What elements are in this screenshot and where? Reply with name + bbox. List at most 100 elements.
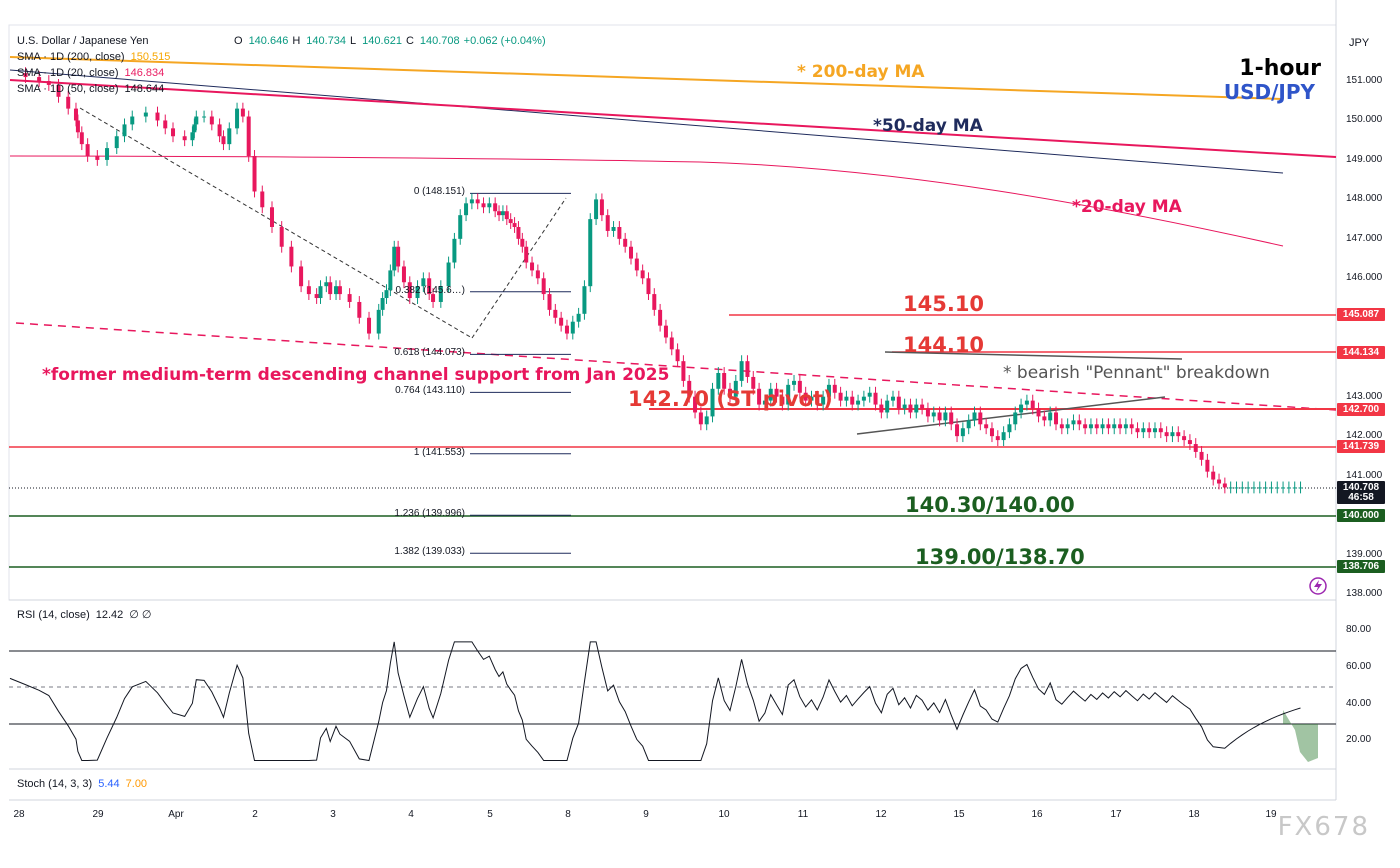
candle-body: [240, 108, 245, 117]
candle-body: [1240, 487, 1245, 489]
candle-body: [334, 286, 339, 295]
price-badge: 138.706: [1337, 560, 1385, 574]
ma-trend-line: [9, 79, 1337, 158]
candle-body: [235, 108, 240, 129]
currency-label[interactable]: JPY: [1349, 37, 1370, 49]
candle-body: [508, 219, 513, 224]
rsi-legend: RSI (14, close) 12.42 ∅ ∅: [17, 608, 158, 621]
candle-body: [1001, 432, 1006, 441]
candle-body: [1112, 424, 1117, 429]
price-badge: 141.739: [1337, 440, 1385, 454]
price-badge: 46:58: [1337, 491, 1385, 505]
candle-body: [727, 388, 732, 397]
candle-body: [493, 203, 498, 212]
candle-body: [1077, 420, 1082, 425]
candle-body: [246, 116, 251, 156]
candle-body: [427, 278, 432, 295]
rsi-line: [9, 641, 1301, 762]
candle-body: [401, 266, 406, 283]
candle-body: [469, 199, 474, 204]
high-value: 140.734: [306, 35, 347, 47]
price-tick: 142.000: [1346, 430, 1383, 442]
candle-body: [1182, 436, 1187, 441]
symbol-legend: U.S. Dollar / Japanese Yen: [17, 35, 154, 47]
candle-body: [1286, 487, 1291, 489]
candle-body: [438, 286, 443, 302]
candle-body: [1246, 487, 1251, 489]
fib-label: 0.618 (144.073): [394, 347, 465, 359]
candle-body: [617, 227, 622, 239]
candle-body: [289, 246, 294, 267]
candle-body: [1158, 428, 1163, 433]
high-label: H: [292, 35, 301, 47]
pennant-upper: [884, 351, 1183, 360]
candle-body: [1205, 459, 1210, 472]
candle-body: [762, 400, 767, 405]
candle-body: [504, 211, 509, 220]
close-label: C: [405, 35, 414, 47]
symbol-name: U.S. Dollar / Japanese Yen: [17, 35, 149, 47]
time-tick: 10: [718, 809, 730, 820]
candle-body: [774, 388, 779, 397]
time-tick: 16: [1031, 809, 1043, 820]
fib-label: 1.382 (139.033): [394, 546, 465, 558]
candle-body: [155, 112, 160, 121]
candle-body: [716, 373, 721, 389]
candle-body: [388, 270, 393, 291]
candle-body: [879, 404, 884, 413]
candle-body: [446, 262, 451, 287]
candle-body: [384, 290, 389, 299]
candle-body: [1071, 420, 1076, 425]
candle-body: [1007, 424, 1012, 433]
candle-body: [318, 286, 323, 299]
candle-body: [260, 191, 265, 208]
candle-body: [1228, 487, 1233, 489]
candle-body: [570, 321, 575, 334]
candle-body: [37, 77, 42, 81]
time-tick: 8: [565, 809, 571, 820]
lightning-icon[interactable]: [1309, 577, 1327, 595]
candle-body: [815, 396, 820, 405]
time-tick: 17: [1110, 809, 1122, 820]
candle-body: [821, 396, 826, 405]
rsi-tick: 20.00: [1346, 734, 1372, 746]
close-value: 140.708: [419, 35, 460, 47]
price-tick: 150.000: [1346, 114, 1383, 126]
candle-body: [745, 361, 750, 377]
candle-body: [1275, 487, 1280, 489]
fib-label: 1 (141.553): [413, 446, 465, 458]
level-145-label: 145.10: [903, 292, 985, 316]
fib-label: 1.236 (139.996): [394, 508, 465, 520]
candle-body: [324, 282, 329, 287]
candle-body: [931, 412, 936, 417]
candle-body: [751, 376, 756, 389]
candle-body: [966, 420, 971, 429]
candle-body: [1187, 440, 1192, 445]
low-label: L: [350, 35, 357, 47]
candle-body: [396, 246, 401, 267]
price-tick: 149.000: [1346, 153, 1383, 165]
candle-body: [925, 408, 930, 417]
candle-body: [553, 309, 558, 318]
candle-body: [1135, 428, 1140, 433]
candle-body: [1083, 424, 1088, 429]
candle-body: [634, 258, 639, 271]
price-tick: 151.000: [1346, 75, 1383, 86]
stoch-k-value: 5.44: [98, 778, 120, 790]
candle-body: [1129, 424, 1134, 429]
ma200-annotation: * 200-day MA: [797, 62, 925, 82]
price-tick: 141.000: [1346, 469, 1383, 481]
candle-body: [1152, 428, 1157, 433]
time-tick: 4: [408, 809, 414, 820]
candle-body: [1106, 424, 1111, 429]
rsi-label: RSI (14, close): [17, 609, 90, 621]
price-badge: 144.134: [1337, 345, 1385, 359]
candle-body: [582, 286, 587, 314]
candle-body: [1013, 412, 1018, 425]
candle-body: [380, 298, 385, 310]
support2-label: 139.00/138.70: [915, 545, 1085, 569]
stoch-d-value: 7.00: [125, 778, 148, 790]
candle-body: [564, 325, 569, 334]
